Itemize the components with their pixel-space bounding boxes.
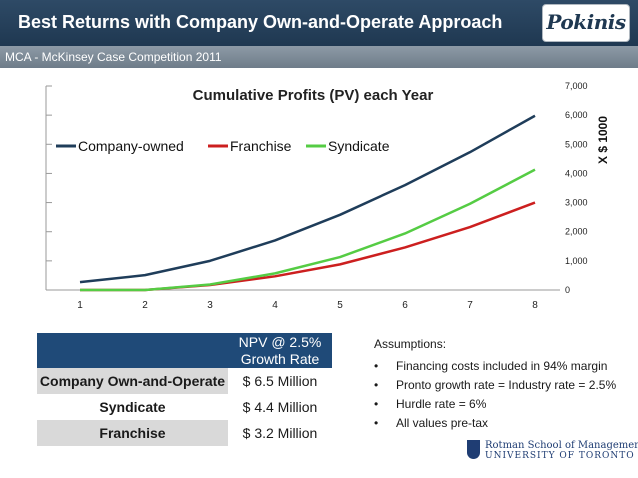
x-tick-label: 7 <box>467 300 473 311</box>
list-item: • Financing costs included in 94% margin <box>374 357 616 376</box>
slide-title: Best Returns with Company Own-and-Operat… <box>18 12 503 32</box>
chart-title: Cumulative Profits (PV) each Year <box>193 87 434 104</box>
bullet-dot: • <box>374 378 379 392</box>
y-tick-label: 1,000 <box>565 256 588 266</box>
cumulative-profits-chart: 0 1,000 2,000 3,000 4,000 5,000 6,000 7,000 1 2 3… <box>45 81 610 311</box>
chart-legend: Company-owned Franchise Syndicate <box>56 138 390 154</box>
row-label: Franchise <box>37 420 228 446</box>
table-row: Franchise $ 3.2 Million <box>37 420 332 446</box>
pokinis-logo: Pokinis <box>542 4 630 42</box>
bullet-dot: • <box>374 359 379 373</box>
table-row: Company Own-and-Operate $ 6.5 Million <box>37 368 332 394</box>
y-tick-label: 3,000 <box>565 198 588 208</box>
legend-label: Company-owned <box>78 138 184 154</box>
table-row: Syndicate $ 4.4 Million <box>37 394 332 420</box>
y-tick-label: 6,000 <box>565 110 588 120</box>
row-label: Syndicate <box>37 394 228 420</box>
x-tick-label: 6 <box>402 300 408 311</box>
series-line-syndicate <box>80 168 536 292</box>
y-tick-label: 2,000 <box>565 227 588 237</box>
npv-table: NPV @ 2.5% Growth Rate Company Own-and-O… <box>37 333 332 446</box>
x-tick-label: 8 <box>532 300 538 311</box>
school-name: Rotman School of Management <box>485 440 638 451</box>
title-bar <box>0 0 638 46</box>
x-tick-label: 1 <box>77 300 83 311</box>
npv-table-corner <box>37 333 228 368</box>
assumption-text: All values pre-tax <box>396 416 489 430</box>
npv-header-line1: NPV @ 2.5% <box>238 333 322 350</box>
assumptions-title: Assumptions: <box>374 337 447 351</box>
x-tick-label: 4 <box>272 300 278 311</box>
series-line-franchise <box>80 201 536 292</box>
npv-table-header-row: NPV @ 2.5% Growth Rate <box>37 333 332 368</box>
logo-text: Pokinis <box>546 10 626 34</box>
subtitle-bar <box>0 46 638 68</box>
y-tick-label: 7,000 <box>565 81 588 91</box>
y-tick-label: 0 <box>565 285 570 295</box>
x-tick-label: 3 <box>207 300 213 311</box>
list-item: • All values pre-tax <box>374 414 616 433</box>
row-value: $ 3.2 Million <box>228 420 332 446</box>
npv-header-line2: Growth Rate <box>240 350 320 367</box>
row-label: Company Own-and-Operate <box>37 368 228 394</box>
assumptions-block: Assumptions: • Financing costs included i… <box>374 337 616 433</box>
legend-label: Syndicate <box>328 138 390 154</box>
assumption-text: Hurdle rate = 6% <box>396 397 487 411</box>
competition-subtitle: MCA - McKinsey Case Competition 2011 <box>5 50 222 64</box>
uoft-crest-icon <box>467 440 480 459</box>
bullet-dot: • <box>374 397 379 411</box>
y-tick-label: 4,000 <box>565 168 588 178</box>
list-item: • Hurdle rate = 6% <box>374 395 616 414</box>
list-item: • Pronto growth rate = Industry rate = 2.… <box>374 376 616 395</box>
x-tick-label: 2 <box>142 300 148 311</box>
assumptions-list: • Financing costs included in 94% margin … <box>374 357 616 433</box>
assumption-text: Financing costs included in 94% margin <box>396 359 608 373</box>
row-value: $ 6.5 Million <box>228 368 332 394</box>
legend-label: Franchise <box>230 138 292 154</box>
row-value: $ 4.4 Million <box>228 394 332 420</box>
npv-header-cell: NPV @ 2.5% Growth Rate <box>228 333 332 368</box>
y-axis-label: X $ 1000 <box>596 116 610 164</box>
y-tick-label: 5,000 <box>565 139 588 149</box>
series-line-company-owned <box>79 114 536 284</box>
university-name: UNIVERSITY OF TORONTO <box>485 451 635 461</box>
assumption-text: Pronto growth rate = Industry rate = 2.5… <box>396 378 617 392</box>
x-tick-label: 5 <box>337 300 343 311</box>
bullet-dot: • <box>374 416 379 430</box>
